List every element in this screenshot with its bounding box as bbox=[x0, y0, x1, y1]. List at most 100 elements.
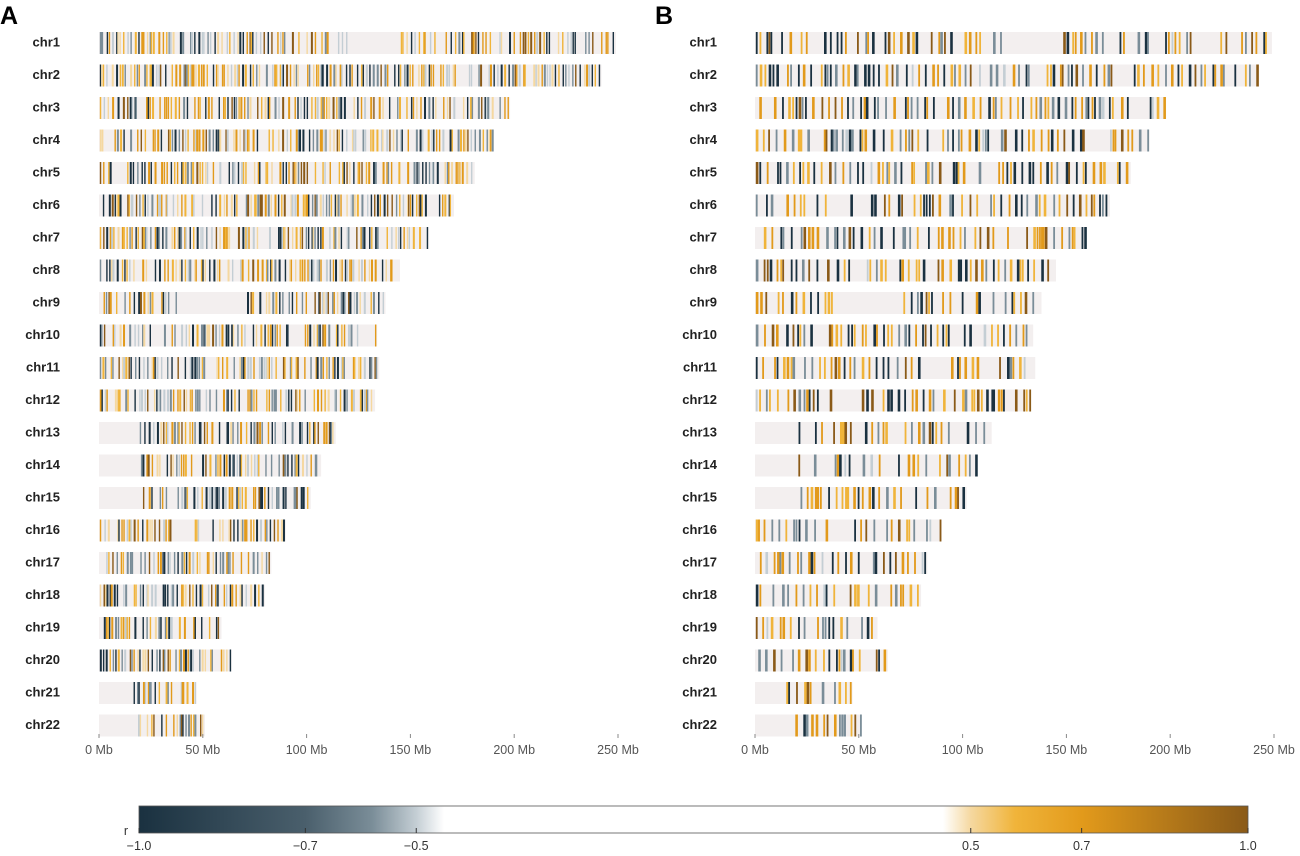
correlation-marker bbox=[299, 227, 302, 249]
chromosome-chr2: chr2 bbox=[33, 64, 602, 87]
correlation-marker bbox=[214, 32, 216, 54]
correlation-marker bbox=[374, 162, 377, 184]
correlation-marker bbox=[412, 97, 415, 119]
correlation-marker bbox=[153, 552, 155, 574]
correlation-marker bbox=[211, 487, 213, 509]
correlation-markers bbox=[99, 97, 509, 119]
correlation-marker bbox=[1050, 64, 1052, 87]
correlation-marker bbox=[833, 584, 836, 607]
correlation-marker bbox=[259, 422, 262, 444]
correlation-marker bbox=[1071, 129, 1075, 152]
correlation-marker bbox=[389, 129, 391, 152]
correlation-marker bbox=[136, 64, 139, 87]
correlation-marker bbox=[853, 357, 856, 379]
correlation-marker bbox=[242, 64, 245, 87]
correlation-marker bbox=[594, 64, 597, 87]
correlation-marker bbox=[147, 454, 150, 477]
correlation-markers bbox=[755, 64, 1259, 87]
correlation-marker bbox=[770, 617, 774, 639]
correlation-marker bbox=[268, 552, 270, 574]
correlation-marker bbox=[222, 389, 225, 412]
correlation-marker bbox=[165, 487, 168, 509]
correlation-marker bbox=[549, 64, 551, 87]
correlation-marker bbox=[302, 129, 305, 152]
correlation-marker bbox=[866, 259, 869, 282]
correlation-marker bbox=[348, 292, 350, 314]
correlation-marker bbox=[144, 682, 147, 704]
correlation-marker bbox=[1009, 324, 1012, 347]
correlation-marker bbox=[182, 714, 184, 737]
correlation-marker bbox=[979, 64, 981, 87]
correlation-marker bbox=[360, 259, 363, 282]
correlation-marker bbox=[446, 162, 449, 184]
correlation-marker bbox=[1147, 129, 1150, 152]
chromosome-chr9: chr9 bbox=[690, 292, 1042, 314]
correlation-marker bbox=[842, 649, 846, 672]
correlation-marker bbox=[795, 292, 798, 314]
correlation-marker bbox=[99, 162, 102, 184]
correlation-marker bbox=[949, 259, 953, 282]
correlation-marker bbox=[823, 129, 827, 152]
correlation-marker bbox=[932, 97, 935, 119]
correlation-marker bbox=[142, 649, 144, 672]
correlation-marker bbox=[325, 194, 328, 217]
correlation-marker bbox=[250, 422, 252, 444]
correlation-marker bbox=[1165, 32, 1167, 54]
correlation-marker bbox=[212, 64, 215, 87]
correlation-marker bbox=[422, 162, 424, 184]
correlation-marker bbox=[402, 32, 404, 54]
chromosome-label: chr14 bbox=[682, 457, 717, 472]
correlation-marker bbox=[444, 162, 446, 184]
correlation-marker bbox=[133, 519, 136, 542]
correlation-marker bbox=[958, 454, 961, 477]
correlation-marker bbox=[198, 357, 201, 379]
correlation-marker bbox=[103, 617, 106, 639]
correlation-marker bbox=[467, 129, 469, 152]
correlation-marker bbox=[321, 32, 323, 54]
correlation-marker bbox=[894, 584, 898, 607]
correlation-marker bbox=[328, 194, 331, 217]
correlation-marker bbox=[147, 292, 149, 314]
correlation-marker bbox=[841, 714, 844, 737]
correlation-marker bbox=[480, 64, 483, 87]
correlation-marker bbox=[925, 162, 928, 184]
correlation-marker bbox=[247, 454, 249, 477]
correlation-marker bbox=[131, 552, 134, 574]
correlation-marker bbox=[175, 64, 178, 87]
correlation-marker bbox=[146, 617, 148, 639]
correlation-marker bbox=[536, 32, 539, 54]
correlation-marker bbox=[957, 129, 960, 152]
correlation-marker bbox=[769, 259, 773, 282]
correlation-marker bbox=[234, 389, 236, 412]
correlation-marker bbox=[584, 64, 586, 87]
chromosome-chr14: chr14 bbox=[682, 454, 978, 477]
correlation-marker bbox=[312, 227, 315, 249]
correlation-marker bbox=[235, 584, 237, 607]
correlation-marker bbox=[490, 129, 492, 152]
correlation-marker bbox=[320, 64, 323, 87]
correlation-marker bbox=[1025, 64, 1028, 87]
correlation-marker bbox=[99, 519, 102, 542]
correlation-marker bbox=[211, 584, 213, 607]
correlation-marker bbox=[823, 714, 826, 737]
correlation-marker bbox=[798, 422, 801, 444]
correlation-marker bbox=[1028, 162, 1032, 184]
correlation-marker bbox=[848, 129, 852, 152]
correlation-marker bbox=[892, 227, 895, 249]
correlation-marker bbox=[428, 64, 431, 87]
correlation-marker bbox=[244, 487, 247, 509]
correlation-marker bbox=[282, 422, 284, 444]
correlation-marker bbox=[327, 389, 330, 412]
correlation-marker bbox=[263, 357, 265, 379]
correlation-marker bbox=[233, 519, 235, 542]
chromosome-label: chr10 bbox=[682, 327, 717, 342]
correlation-marker bbox=[851, 129, 854, 152]
correlation-marker bbox=[848, 227, 852, 249]
correlation-marker bbox=[142, 519, 144, 542]
correlation-marker bbox=[834, 227, 836, 249]
correlation-marker bbox=[1071, 227, 1074, 249]
correlation-marker bbox=[239, 454, 242, 477]
correlation-marker bbox=[755, 617, 758, 639]
correlation-marker bbox=[386, 162, 388, 184]
correlation-marker bbox=[353, 97, 355, 119]
